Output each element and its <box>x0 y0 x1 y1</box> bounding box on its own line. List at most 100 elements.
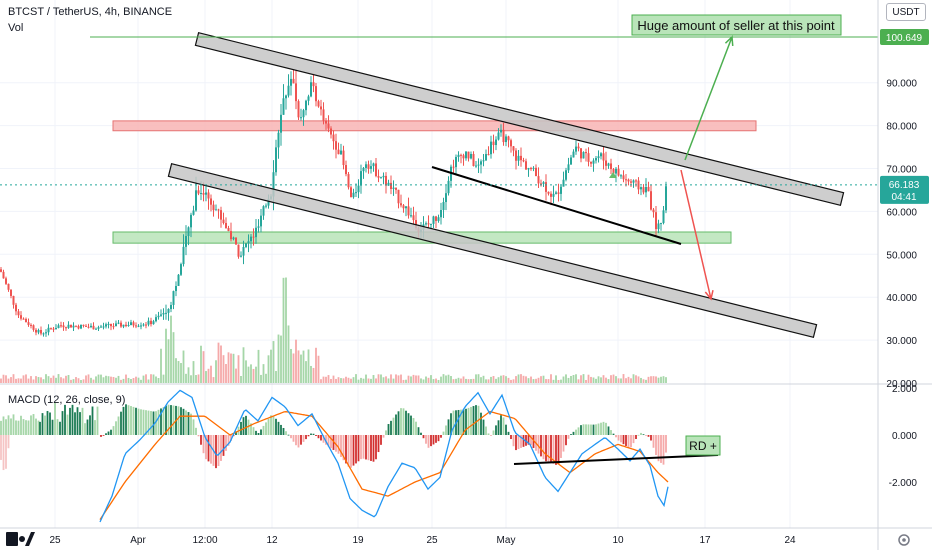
macd-histogram-bar <box>572 431 575 435</box>
candle-body <box>257 226 260 228</box>
macd-histogram-bar <box>66 414 69 435</box>
volume-bar <box>617 378 620 383</box>
volume-bar <box>290 348 292 383</box>
price-tick-label: 80.000 <box>886 122 917 133</box>
volume-bar <box>610 375 612 383</box>
candle-body <box>372 163 375 167</box>
volume-bar <box>115 377 117 383</box>
bearish-arrow-shaft <box>680 169 712 300</box>
volume-bar <box>192 361 195 383</box>
volume-bar <box>155 376 157 383</box>
candle-body <box>345 165 347 175</box>
macd-histogram-bar <box>25 420 27 435</box>
last-price-box <box>880 175 929 204</box>
macd-histogram-bar <box>197 435 200 437</box>
volume-bar <box>347 377 350 383</box>
candle-body <box>222 219 225 223</box>
candle-body <box>135 325 137 327</box>
volume-bar <box>272 341 275 383</box>
candle-body <box>200 193 202 195</box>
macd-histogram-bar <box>347 435 350 467</box>
volume-bar <box>52 375 55 383</box>
candle-body <box>607 163 610 166</box>
tradingview-logo-icon <box>6 532 35 546</box>
time-tick-label: Apr <box>130 535 146 546</box>
candle-body <box>562 179 565 187</box>
settings-gear-icon[interactable] <box>898 534 910 546</box>
candle-body <box>337 149 340 155</box>
candle-body <box>82 324 85 326</box>
volume-bar <box>10 377 12 383</box>
macd-histogram-bar <box>642 434 645 436</box>
candle-body <box>277 132 280 148</box>
macd-histogram-bar <box>352 435 355 466</box>
volume-bar <box>620 378 622 383</box>
macd-histogram-bar <box>545 435 547 462</box>
macd-histogram-bar <box>51 419 54 435</box>
candle-body <box>605 160 607 166</box>
volume-bar <box>25 374 27 383</box>
macd-histogram-bar <box>355 435 357 464</box>
macd-histogram-bar <box>7 435 10 449</box>
volume-bar <box>117 375 120 383</box>
volume-bar <box>75 377 77 383</box>
macd-label: MACD (12, 26, close, 9) <box>8 394 126 406</box>
candle-body <box>282 98 285 115</box>
volume-bar <box>455 378 457 383</box>
time-tick-label: 12:00 <box>192 535 217 546</box>
currency-button[interactable]: USDT <box>886 3 926 21</box>
candle-body <box>360 171 362 186</box>
macd-histogram-bar <box>450 413 452 435</box>
macd-histogram-bar <box>385 430 387 435</box>
volume-bar <box>195 375 197 383</box>
volume-bar <box>150 374 152 383</box>
candle-body <box>407 206 410 216</box>
macd-histogram-bar <box>462 409 465 435</box>
volume-bar <box>432 379 435 383</box>
macd-histogram-bar <box>517 435 520 450</box>
candle-body <box>580 148 582 159</box>
volume-bar <box>397 375 400 383</box>
candle-body <box>305 100 307 111</box>
macd-histogram-bar <box>470 406 472 435</box>
price-tick-label: 90.000 <box>886 79 917 90</box>
macd-histogram-bar <box>49 412 51 435</box>
volume-bar <box>225 364 227 383</box>
macd-histogram-bar <box>395 414 397 435</box>
macd-histogram-bar <box>10 418 12 435</box>
candle-body <box>640 187 642 190</box>
candle-body <box>585 152 587 154</box>
macd-histogram-bar <box>202 435 205 454</box>
candle-body <box>527 168 530 170</box>
volume-bar <box>175 358 177 383</box>
candle-body <box>175 285 177 292</box>
macd-histogram-bar <box>2 435 5 471</box>
macd-histogram-bar <box>627 435 630 448</box>
candle-body <box>352 192 355 198</box>
candle-body <box>332 134 335 142</box>
volume-bar <box>627 376 630 383</box>
candle-body <box>472 153 475 167</box>
macd-histogram-bar <box>320 435 322 441</box>
candle-body <box>165 312 167 314</box>
volume-bar <box>582 374 585 383</box>
candle-body <box>255 227 257 238</box>
macd-histogram-bar <box>465 408 467 435</box>
candle-body <box>335 141 337 150</box>
macd-histogram-bar <box>7 415 10 435</box>
symbol-title: BTCST / TetherUS, 4h, BINANCE <box>8 6 173 18</box>
macd-histogram-bar <box>41 413 44 435</box>
macd-histogram-bar <box>492 430 495 435</box>
bearish-arrow-head <box>704 290 714 301</box>
candle-body <box>465 151 467 159</box>
macd-histogram-bar <box>442 431 445 435</box>
volume-bar <box>2 374 5 383</box>
candle-body <box>437 217 440 221</box>
candle-body <box>42 333 45 335</box>
volume-bar <box>280 335 282 383</box>
candle-body <box>230 231 232 240</box>
rd-annotation-text: RD + <box>689 439 717 453</box>
candle-body <box>557 192 560 194</box>
macd-histogram-bar <box>542 435 545 460</box>
